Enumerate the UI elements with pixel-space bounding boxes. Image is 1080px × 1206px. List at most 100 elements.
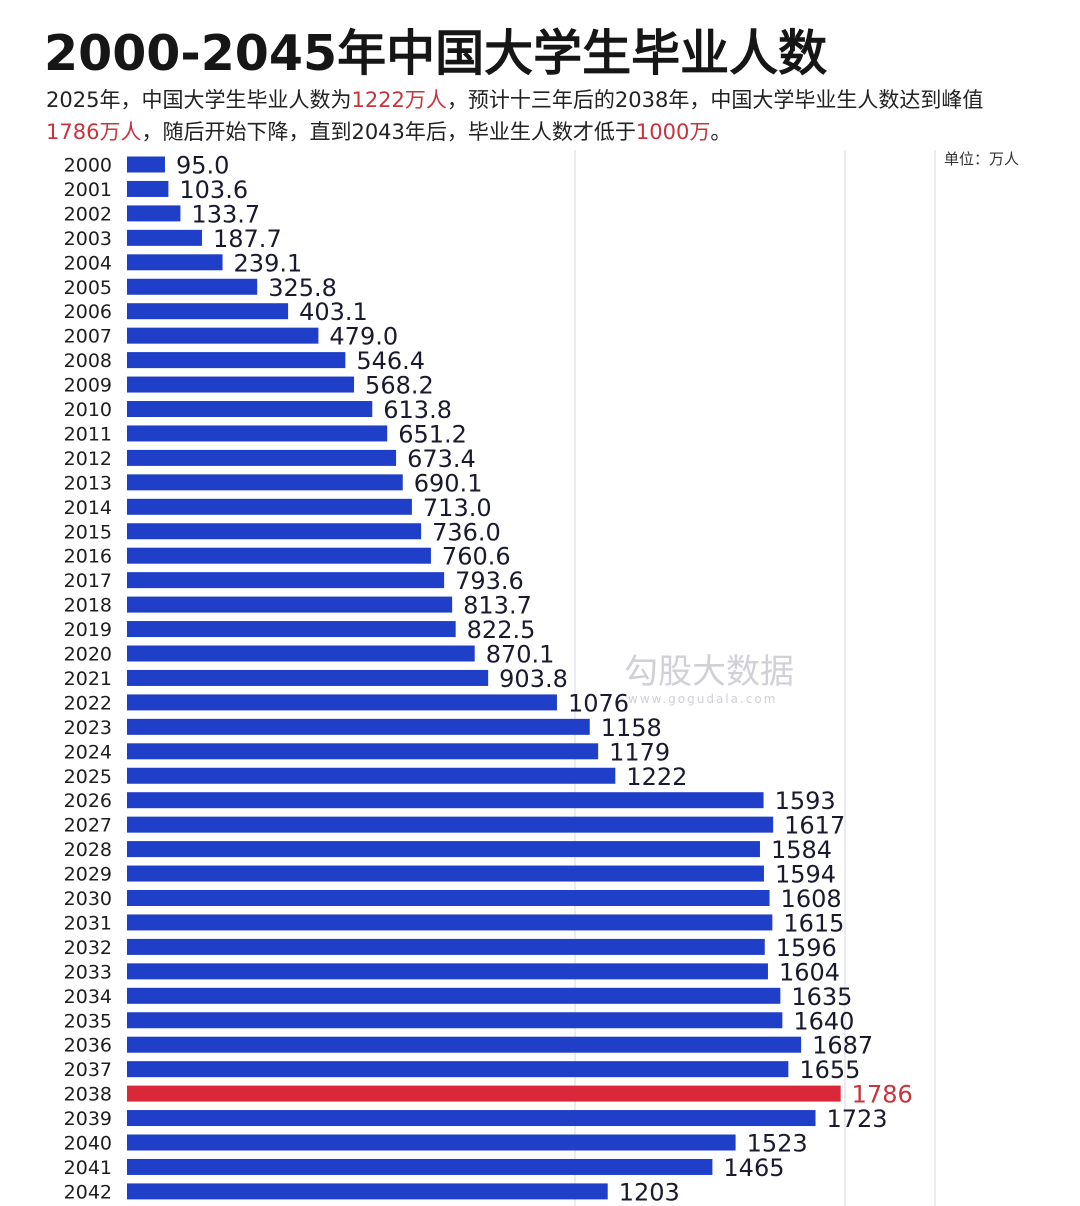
data-label: 1604 [779,958,840,986]
bar [127,1183,608,1200]
subtitle-highlight-1: 1222万人 [351,88,447,112]
category-label: 2003 [64,228,112,250]
bar [127,816,774,833]
bar [127,1061,789,1078]
category-label: 2010 [64,399,112,421]
category-label: 2033 [64,961,112,983]
bar [127,401,373,417]
data-label: 1617 [784,812,845,840]
bar [127,1134,736,1151]
data-label: 1608 [781,885,842,913]
subtitle-text-4: 。 [710,120,732,144]
bar [127,1012,783,1029]
category-label: 2016 [64,546,112,568]
data-label: 1076 [568,689,629,717]
data-label: 1179 [609,738,670,766]
bar [127,865,764,882]
data-label: 187.7 [213,225,282,253]
bar [127,987,781,1004]
data-label: 1203 [619,1178,680,1206]
bar [127,278,258,295]
category-label: 2030 [64,888,112,910]
bar [127,792,764,809]
data-label: 133.7 [191,200,260,228]
data-label: 103.6 [179,176,248,204]
unit-label: 单位：万人 [944,150,1020,168]
category-label: 2022 [64,692,112,714]
category-label: 2029 [64,864,112,886]
data-label: 870.1 [486,641,555,669]
category-label: 2000 [64,155,112,177]
bar [127,474,403,491]
bar [127,621,456,638]
category-label: 2020 [64,644,112,666]
category-label: 2018 [64,595,112,617]
data-label: 1593 [775,787,836,815]
bar [127,938,765,955]
category-label: 2024 [64,741,112,763]
category-label: 2040 [64,1133,112,1155]
bar [127,743,599,760]
category-label: 2023 [64,717,112,739]
subtitle-text-2: ，预计十三年后的2038年，中国大学毕业生人数达到峰值 [446,88,984,112]
data-label: 903.8 [499,665,568,693]
data-label: 479.0 [329,323,398,351]
bar [127,156,165,173]
data-label: 673.4 [407,445,476,473]
chart-title: 2000-2045年中国大学生毕业人数 [44,25,828,82]
category-label: 2039 [64,1108,112,1130]
data-label: 1465 [723,1154,784,1182]
subtitle-text-1: 2025年，中国大学生毕业人数为 [46,88,352,112]
subtitle-highlight-2: 1786万人 [46,120,142,144]
category-label: 2014 [64,497,112,519]
category-label: 2008 [64,350,112,372]
bar [127,694,557,711]
data-label: 1584 [771,836,832,864]
data-label: 1687 [812,1032,873,1060]
data-label: 1723 [827,1105,888,1133]
category-label: 2032 [64,937,112,959]
category-label: 2034 [64,986,112,1008]
data-label: 1594 [775,861,836,889]
data-label: 793.6 [455,567,524,595]
data-label: 1158 [601,714,662,742]
data-label: 1222 [626,763,687,791]
data-label: 813.7 [463,592,532,620]
subtitle-highlight-3: 1000万 [635,120,711,144]
bar [127,718,590,735]
bar [127,890,770,906]
category-label: 2005 [64,277,112,299]
data-label: 1615 [783,909,844,937]
category-label: 2021 [64,668,112,690]
category-label: 2042 [64,1181,112,1203]
data-label: 1523 [747,1130,808,1158]
data-label: 713.0 [423,494,492,522]
bar [127,376,355,393]
category-label: 2001 [64,179,112,201]
bar [127,254,223,271]
data-label: 651.2 [398,420,467,448]
data-label: 760.6 [442,543,511,571]
bar [127,449,397,466]
bar [127,1110,816,1127]
bar [127,425,388,442]
category-label: 2037 [64,1059,112,1081]
category-label: 2012 [64,448,112,470]
chart-subtitle: 2025年，中国大学生毕业人数为1222万人，预计十三年后的2038年，中国大学… [46,84,1036,148]
data-label: 403.1 [299,298,368,326]
watermark-url: www.gogudala.com [628,692,778,706]
bar [127,523,422,540]
category-label: 2006 [64,301,112,323]
category-label: 2027 [64,815,112,837]
data-label: 1786 [852,1081,913,1109]
data-label: 546.4 [356,347,425,375]
category-label: 2019 [64,619,112,641]
category-label: 2007 [64,326,112,348]
category-label: 2031 [64,912,112,934]
data-label: 1655 [799,1056,860,1084]
bar [127,963,768,980]
data-label: 1596 [776,934,837,962]
data-label: 613.8 [383,396,452,424]
bar [127,841,760,858]
